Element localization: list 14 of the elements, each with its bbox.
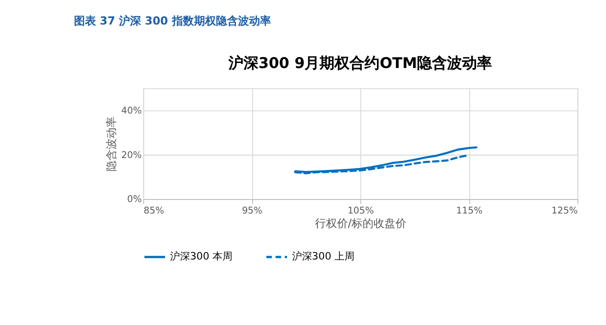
x-tick-label: 125% [551,205,578,216]
chart-title: 沪深300 9月期权合约OTM隐含波动率 [227,54,492,72]
x-tick-label: 95% [242,205,263,216]
x-tick-label: 115% [456,205,483,216]
x-axis-title: 行权价/标的收盘价 [314,217,407,230]
y-tick-label: 20% [121,150,142,161]
x-tick-label: 105% [348,205,374,216]
y-tick-label: 40% [121,106,142,117]
text: 图表 37 沪深 300 指数期权隐含波动率 [74,14,271,28]
x-tick-label: 85% [144,205,164,216]
legend-label: 沪深300 上周 [292,250,355,263]
y-tick-label: 0% [127,194,142,206]
legend-label: 沪深300 本周 [170,250,233,263]
y-axis-title: 隐含波动率 [104,116,118,172]
